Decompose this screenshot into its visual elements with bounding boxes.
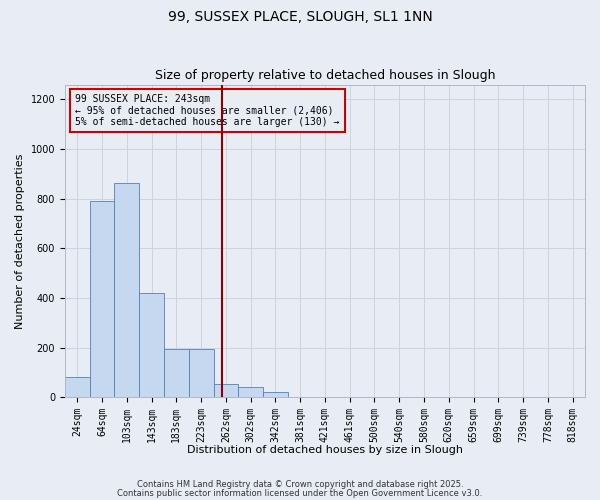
Bar (89, 201, 115, 397)
X-axis label: Distribution of detached houses by size in Slough: Distribution of detached houses by size … (187, 445, 463, 455)
Bar (115, 182, 139, 397)
Title: Size of property relative to detached houses in Slough: Size of property relative to detached ho… (155, 69, 495, 82)
Text: 99, SUSSEX PLACE, SLOUGH, SL1 1NN: 99, SUSSEX PLACE, SLOUGH, SL1 1NN (167, 10, 433, 24)
Y-axis label: Number of detached properties: Number of detached properties (15, 153, 25, 328)
Text: 99 SUSSEX PLACE: 243sqm
← 95% of detached houses are smaller (2,406)
5% of semi-: 99 SUSSEX PLACE: 243sqm ← 95% of detache… (76, 94, 340, 127)
Bar (560, 396, 585, 397)
Bar (65, 378, 89, 397)
Bar (238, 388, 263, 397)
Bar (263, 392, 288, 397)
Text: Contains public sector information licensed under the Open Government Licence v3: Contains public sector information licen… (118, 488, 482, 498)
Bar (214, 384, 238, 397)
Bar (139, 293, 164, 397)
Bar (164, 349, 189, 397)
Text: Contains HM Land Registry data © Crown copyright and database right 2025.: Contains HM Land Registry data © Crown c… (137, 480, 463, 489)
Bar (189, 349, 214, 397)
